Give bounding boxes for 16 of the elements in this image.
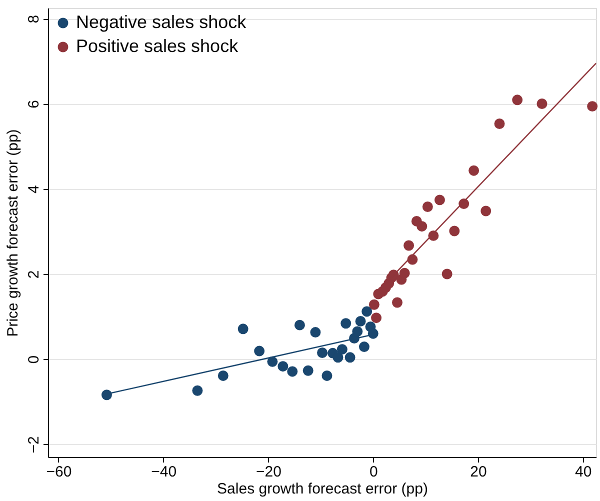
x-tick-label: 40 [575, 464, 592, 480]
x-axis-title: Sales growth forecast error (pp) [217, 480, 428, 498]
y-tick-label: −2 [26, 436, 42, 454]
y-tick-label: 6 [26, 100, 42, 108]
x-tick-label: −20 [256, 464, 282, 480]
x-tick-label: 20 [470, 464, 487, 480]
y-tick-label: 2 [26, 270, 42, 279]
y-tick-label: 0 [26, 355, 42, 364]
y-tick-label: 8 [26, 14, 42, 24]
x-tick-label: −40 [151, 464, 177, 480]
legend-label: Positive sales shock [76, 36, 240, 56]
x-tick-label: −60 [46, 464, 72, 480]
legend-label: Negative sales shock [76, 12, 248, 32]
y-axis-title: Price growth forecast error (pp) [4, 129, 22, 337]
x-tick-label: 0 [369, 464, 378, 480]
y-tick-label: 4 [26, 185, 42, 194]
